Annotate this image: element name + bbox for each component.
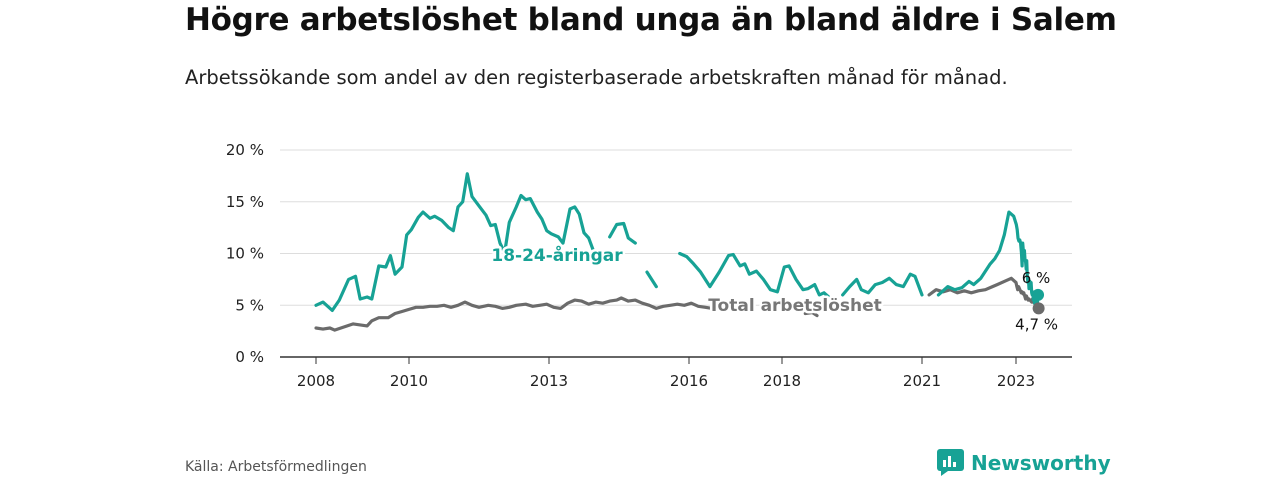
total-series-label: Total arbetslöshet [708,296,882,316]
x-tick-label: 2013 [530,372,568,390]
y-tick-label: 15 % [226,193,264,211]
youth-end-point [1032,288,1045,301]
youth-end-label: 6 % [1022,269,1051,287]
x-axis: 2008 2010 2013 2016 2018 2021 2023 [280,356,1072,390]
x-tick-label: 2021 [903,372,941,390]
grid-lines [280,149,1072,306]
brand-logo[interactable]: Newsworthy [937,449,1111,476]
chart-subtitle: Arbetssökande som andel av den registerb… [185,66,1008,89]
y-tick-label: 20 % [226,141,264,159]
youth-series-line [314,172,595,312]
youth-series-label: 18-24-åringar [491,244,623,266]
source-note: Källa: Arbetsförmedlingen [185,459,367,475]
y-tick-label: 0 % [235,348,264,366]
youth-series-line [608,221,637,245]
total-series-line [314,296,742,332]
x-tick-label: 2016 [670,372,708,390]
x-tick-label: 2018 [763,372,801,390]
brand-name: Newsworthy [971,450,1111,475]
youth-series-label-halo: 18-24-åringar [491,244,623,266]
series-lines [314,172,1041,332]
youth-series-line [645,270,658,289]
y-axis-ticks: 0 % 5 % 10 % 15 % 20 % [226,141,264,366]
x-tick-label: 2010 [390,372,428,390]
y-tick-label: 5 % [235,296,264,314]
youth-series-line [841,272,924,297]
x-tick-label: 2008 [297,372,335,390]
total-series-label-halo: Total arbetslöshet [708,296,882,316]
chart-title: Högre arbetslöshet bland unga än bland ä… [185,2,1117,38]
x-tick-label: 2023 [997,372,1035,390]
total-series-line [834,307,847,314]
series-labels: 6 %4,7 %18-24-åringar18-24-åringarTotal … [489,242,1058,334]
newsworthy-logo-icon [937,449,964,476]
youth-series-line [678,251,831,299]
total-series-line [803,310,819,318]
y-tick-label: 10 % [226,245,264,263]
total-end-point [1032,302,1045,315]
total-end-label: 4,7 % [1015,315,1058,333]
